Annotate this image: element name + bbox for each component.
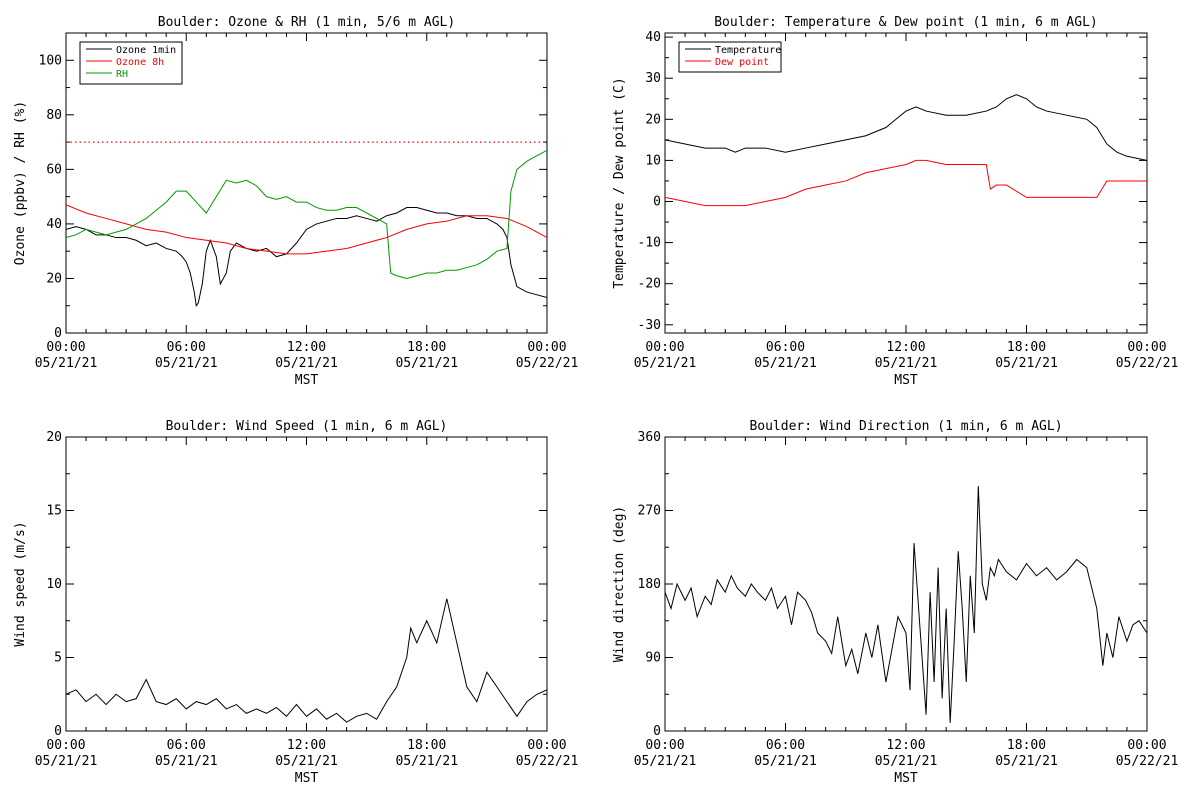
y-axis-label: Ozone (ppbv) / RH (%) (13, 101, 28, 265)
series-line-dew-point (665, 159, 1147, 207)
series-line-rh (66, 149, 547, 279)
x-tick-label-time: 06:00 (766, 340, 805, 355)
y-tick-label: 0 (653, 194, 661, 209)
x-tick-label-time: 12:00 (287, 738, 326, 753)
x-tick-label-date: 05/21/21 (275, 754, 338, 769)
y-tick-label: 20 (46, 430, 62, 445)
y-tick-label: 15 (46, 504, 62, 519)
y-tick-label: 40 (645, 30, 661, 45)
y-axis-label: Wind speed (m/s) (13, 521, 28, 646)
x-tick-label-date: 05/22/21 (516, 754, 579, 769)
y-tick-label: 180 (638, 577, 661, 592)
legend-entry-dew-point: Dew point (715, 57, 769, 68)
ozone-rh-panel: Boulder: Ozone & RH (1 min, 5/6 m AGL) 0 2… (13, 15, 578, 388)
x-tick-label-time: 06:00 (766, 738, 805, 753)
x-tick-label-time: 18:00 (407, 340, 446, 355)
y-tick-label: -20 (638, 277, 661, 292)
x-tick-label-time: 18:00 (1007, 340, 1046, 355)
x-tick-label-time: 00:00 (1127, 738, 1166, 753)
x-tick-label-date: 05/21/21 (634, 754, 697, 769)
series-line-ozone-8h (66, 204, 547, 255)
y-tick-label: -10 (638, 236, 661, 251)
x-tick-label-time: 00:00 (527, 738, 566, 753)
x-axis-label: MST (894, 373, 918, 388)
chart-title: Boulder: Ozone & RH (1 min, 5/6 m AGL) (158, 15, 455, 30)
x-tick-label-date: 05/22/21 (516, 356, 579, 371)
series-line-temperature (665, 94, 1147, 161)
x-tick-label-date: 05/22/21 (1116, 754, 1179, 769)
x-axis-label: MST (295, 373, 319, 388)
x-tick-label-date: 05/21/21 (754, 356, 817, 371)
x-tick-label-time: 06:00 (167, 738, 206, 753)
y-tick-label: 20 (645, 112, 661, 127)
x-tick-label-date: 05/21/21 (875, 356, 938, 371)
x-tick-label-time: 12:00 (287, 340, 326, 355)
x-tick-label-date: 05/21/21 (155, 754, 218, 769)
y-tick-label: 40 (46, 217, 62, 232)
x-tick-label-time: 06:00 (167, 340, 206, 355)
y-tick-label: 0 (653, 724, 661, 739)
x-tick-label-date: 05/21/21 (395, 356, 458, 371)
chart-title: Boulder: Temperature & Dew point (1 min,… (714, 15, 1098, 30)
y-tick-label: 10 (645, 153, 661, 168)
y-tick-label: 270 (638, 504, 661, 519)
series-line-data (665, 485, 1147, 723)
x-tick-label-time: 12:00 (886, 738, 925, 753)
x-tick-label-date: 05/21/21 (35, 754, 98, 769)
x-tick-label-date: 05/21/21 (634, 356, 697, 371)
x-tick-label-time: 00:00 (46, 340, 85, 355)
legend-entry-ozone-8h: Ozone 8h (116, 57, 164, 68)
y-tick-label: 100 (39, 53, 62, 68)
y-tick-label: 30 (645, 71, 661, 86)
x-tick-label-time: 12:00 (886, 340, 925, 355)
y-tick-label: 0 (54, 326, 62, 341)
temperature-dewpoint-panel: Boulder: Temperature & Dew point (1 min,… (612, 15, 1178, 388)
y-tick-label: 80 (46, 108, 62, 123)
x-tick-label-date: 05/21/21 (35, 356, 98, 371)
legend-box (678, 41, 782, 73)
x-tick-label-date: 05/21/21 (275, 356, 338, 371)
x-tick-label-date: 05/21/21 (995, 754, 1058, 769)
series-line-data (66, 598, 547, 723)
y-tick-label: 5 (54, 651, 62, 666)
x-tick-label-date: 05/21/21 (875, 754, 938, 769)
legend-entry-temperature: Temperature (715, 45, 781, 56)
y-tick-label: 90 (645, 651, 661, 666)
x-tick-label-time: 00:00 (527, 340, 566, 355)
chart-title: Boulder: Wind Speed (1 min, 6 m AGL) (166, 419, 448, 434)
x-tick-label-time: 00:00 (645, 340, 684, 355)
x-tick-label-time: 00:00 (1127, 340, 1166, 355)
x-axis-label: MST (894, 771, 918, 786)
x-tick-label-time: 00:00 (46, 738, 85, 753)
y-tick-label: 20 (46, 271, 62, 286)
y-tick-label: 0 (54, 724, 62, 739)
y-tick-label: 10 (46, 577, 62, 592)
x-tick-label-time: 18:00 (1007, 738, 1046, 753)
y-tick-label: -30 (638, 318, 661, 333)
x-tick-label-date: 05/21/21 (395, 754, 458, 769)
y-tick-label: 360 (638, 430, 661, 445)
y-axis-label: Temperature / Dew point (C) (612, 77, 627, 288)
wind-speed-panel: Boulder: Wind Speed (1 min, 6 m AGL) 0 5 10… (13, 419, 578, 786)
wind-direction-panel: Boulder: Wind Direction (1 min, 6 m AGL)… (612, 419, 1178, 786)
y-tick-label: 60 (46, 162, 62, 177)
y-axis-label: Wind direction (deg) (612, 506, 627, 663)
x-tick-label-date: 05/21/21 (995, 356, 1058, 371)
x-tick-label-date: 05/21/21 (754, 754, 817, 769)
legend-entry-rh: RH (116, 69, 128, 80)
x-tick-label-date: 05/22/21 (1116, 356, 1179, 371)
x-tick-label-time: 00:00 (645, 738, 684, 753)
legend-entry-ozone-1min: Ozone 1min (116, 45, 176, 56)
x-tick-label-time: 18:00 (407, 738, 446, 753)
x-tick-label-date: 05/21/21 (155, 356, 218, 371)
chart-title: Boulder: Wind Direction (1 min, 6 m AGL) (749, 419, 1062, 434)
x-axis-label: MST (295, 771, 319, 786)
series-line-ozone-1min (66, 207, 547, 308)
